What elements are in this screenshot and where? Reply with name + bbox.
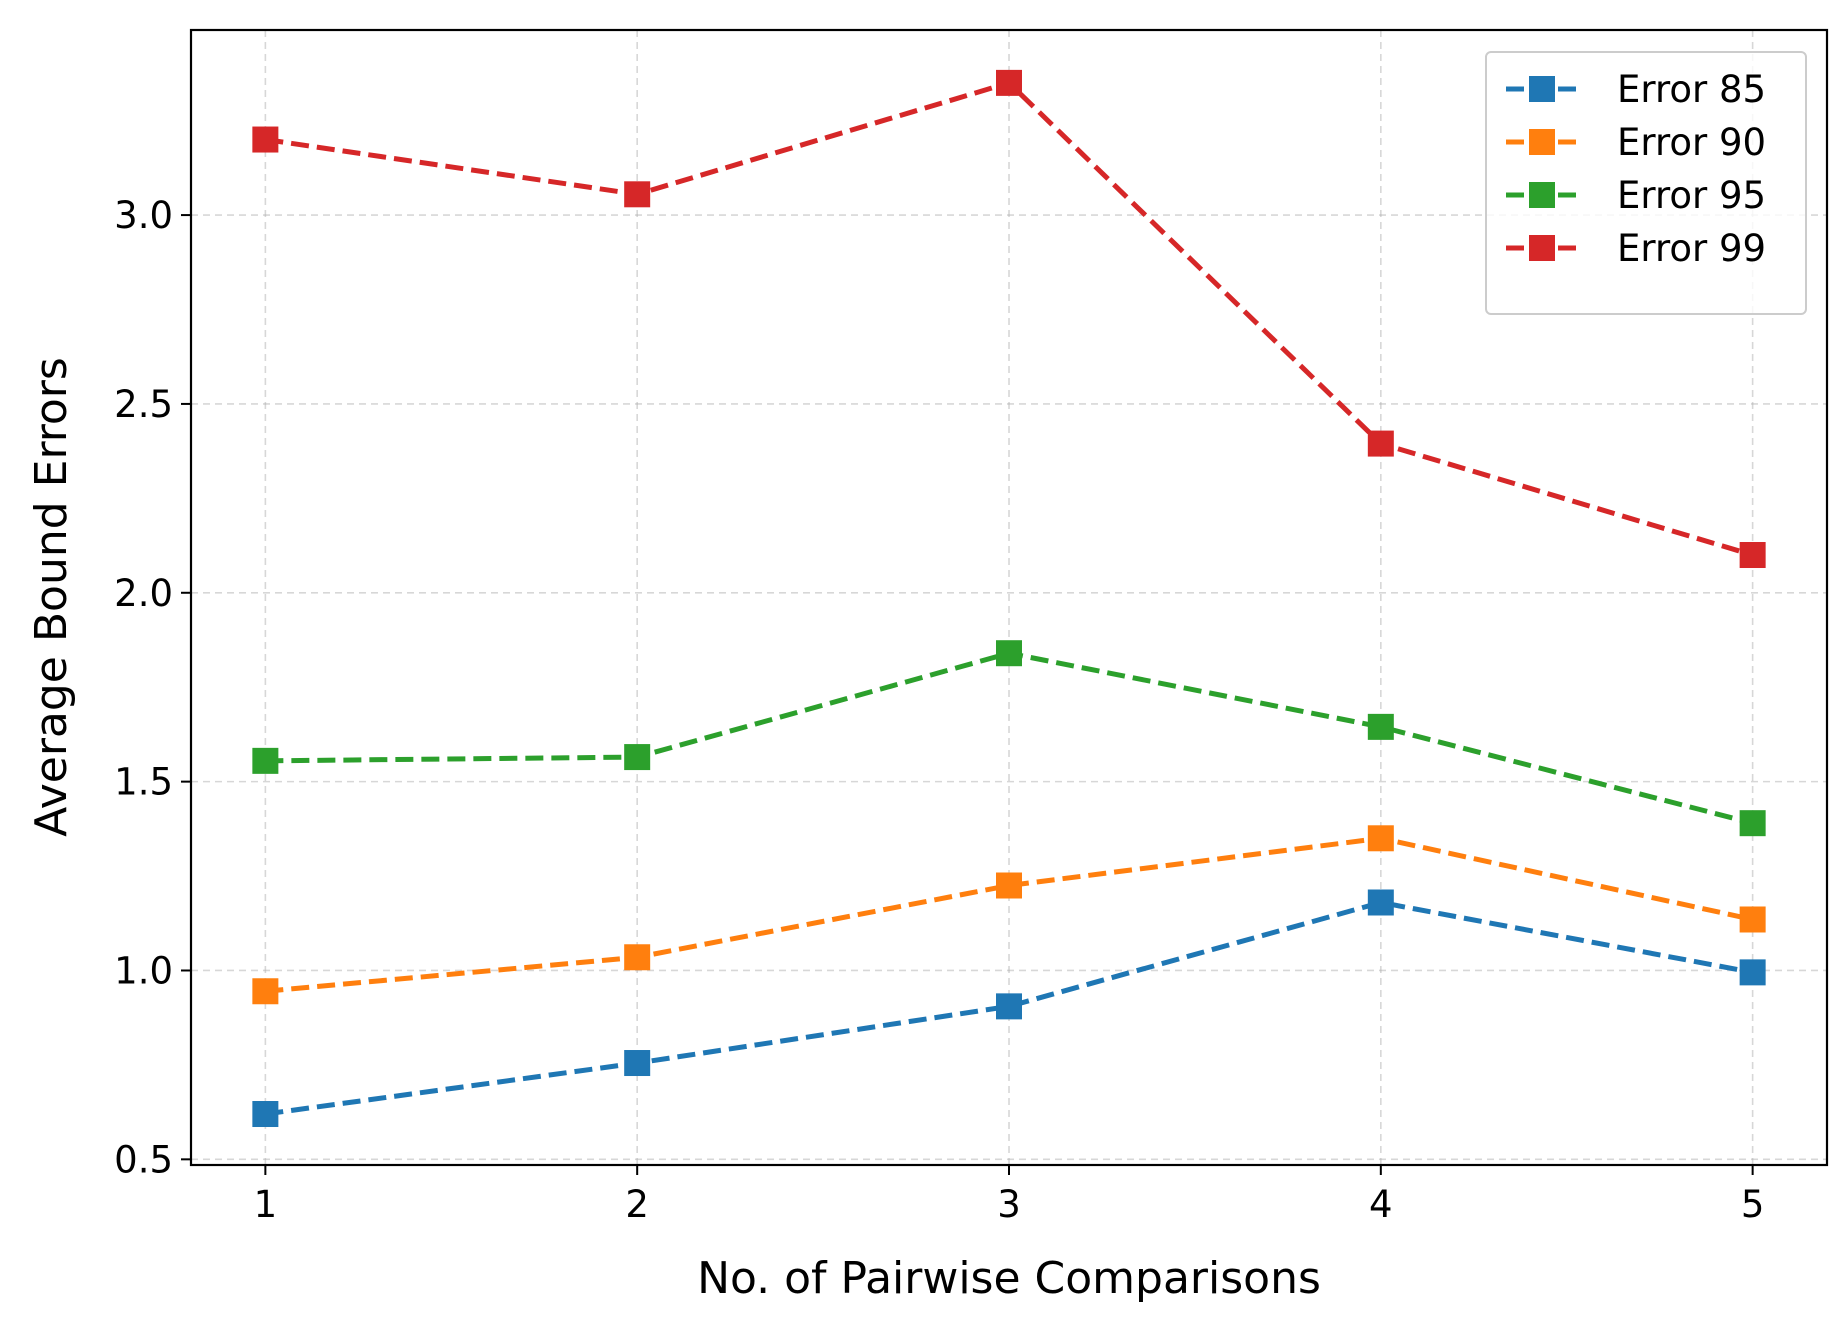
data-point [996, 993, 1022, 1020]
x-axis: 1 2 3 4 5 [254, 1165, 1765, 1226]
data-point [996, 69, 1022, 96]
data-point [1739, 542, 1766, 569]
data-point [1367, 825, 1394, 852]
grid-lines [191, 30, 1827, 1165]
data-point [1739, 959, 1766, 986]
x-axis-label: No. of Pairwise Comparisons [697, 1253, 1321, 1304]
x-tick-label: 2 [625, 1183, 649, 1226]
legend-marker [1529, 182, 1555, 208]
data-point [252, 1101, 279, 1128]
y-tick-label: 2.0 [114, 572, 173, 615]
y-tick-label: 1.0 [114, 949, 173, 992]
legend-label: Error 95 [1617, 174, 1766, 217]
data-point [1367, 430, 1394, 457]
data-point [624, 181, 651, 208]
data-point [624, 944, 651, 971]
y-tick-label: 0.5 [114, 1138, 173, 1181]
y-axis-label: Average Bound Errors [26, 357, 77, 837]
series-error-95 [252, 640, 1766, 837]
legend-label: Error 85 [1617, 68, 1766, 111]
y-tick-label: 3.0 [114, 194, 173, 237]
x-tick-label: 1 [254, 1183, 278, 1226]
data-point [996, 872, 1022, 899]
legend-marker [1529, 76, 1555, 102]
legend-entry: Error 90 [1506, 121, 1766, 164]
x-tick-label: 4 [1369, 1183, 1393, 1226]
data-point [252, 126, 279, 153]
y-tick-label: 2.5 [114, 383, 173, 426]
y-axis: 0.5 1.0 1.5 2.0 2.5 3.0 [114, 194, 191, 1181]
data-point [624, 744, 651, 771]
legend-entry: Error 95 [1506, 174, 1766, 217]
series-error-99 [252, 69, 1766, 569]
series-layer [252, 69, 1766, 1128]
data-point [252, 747, 279, 774]
legend-label: Error 90 [1617, 121, 1766, 164]
data-point [252, 978, 279, 1005]
legend-marker [1529, 129, 1555, 155]
data-point [1367, 889, 1394, 916]
data-point [996, 640, 1022, 667]
legend: Error 85 Error 90 Error 95 Error 99 [1485, 51, 1807, 315]
legend-marker [1529, 235, 1555, 261]
series-line [265, 835, 1754, 994]
data-point [1739, 810, 1766, 837]
series-error-90 [252, 825, 1766, 1005]
data-point [1367, 713, 1394, 740]
x-tick-label: 5 [1741, 1183, 1765, 1226]
legend-entry: Error 85 [1506, 68, 1766, 111]
y-tick-label: 1.5 [114, 761, 173, 804]
data-point [1739, 906, 1766, 933]
series-error-85 [252, 889, 1766, 1128]
series-line [265, 899, 1754, 1117]
legend-label: Error 99 [1617, 227, 1766, 270]
legend-entry: Error 99 [1506, 227, 1766, 270]
data-point [624, 1050, 651, 1077]
x-tick-label: 3 [997, 1183, 1021, 1226]
